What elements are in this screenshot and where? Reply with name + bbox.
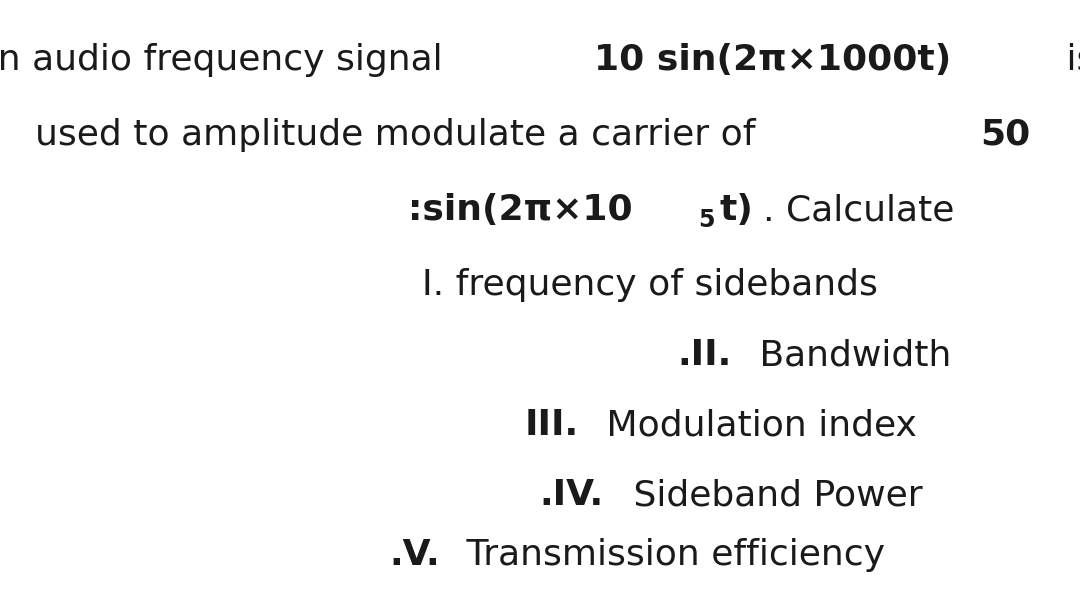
Text: Transmission efficiency: Transmission efficiency — [455, 538, 886, 572]
Text: :sin(2π×10: :sin(2π×10 — [408, 193, 633, 227]
Text: .II.: .II. — [677, 338, 732, 372]
Text: An audio frequency signal: An audio frequency signal — [0, 43, 455, 77]
Text: .V.: .V. — [390, 538, 441, 572]
Text: Bandwidth: Bandwidth — [747, 338, 951, 372]
Text: Sideband Power: Sideband Power — [622, 478, 922, 512]
Text: is: is — [1055, 43, 1080, 77]
Text: used to amplitude modulate a carrier of: used to amplitude modulate a carrier of — [36, 118, 767, 152]
Text: I. frequency of sidebands: I. frequency of sidebands — [422, 268, 878, 302]
Text: .IV.: .IV. — [539, 478, 604, 512]
Text: III.: III. — [525, 408, 579, 442]
Text: Modulation index: Modulation index — [595, 408, 917, 442]
Text: 50: 50 — [980, 118, 1030, 152]
Text: . Calculate: . Calculate — [764, 193, 955, 227]
Text: 10 sin(2π×1000t): 10 sin(2π×1000t) — [594, 43, 951, 77]
Text: t): t) — [719, 193, 753, 227]
Text: 5: 5 — [698, 208, 715, 233]
